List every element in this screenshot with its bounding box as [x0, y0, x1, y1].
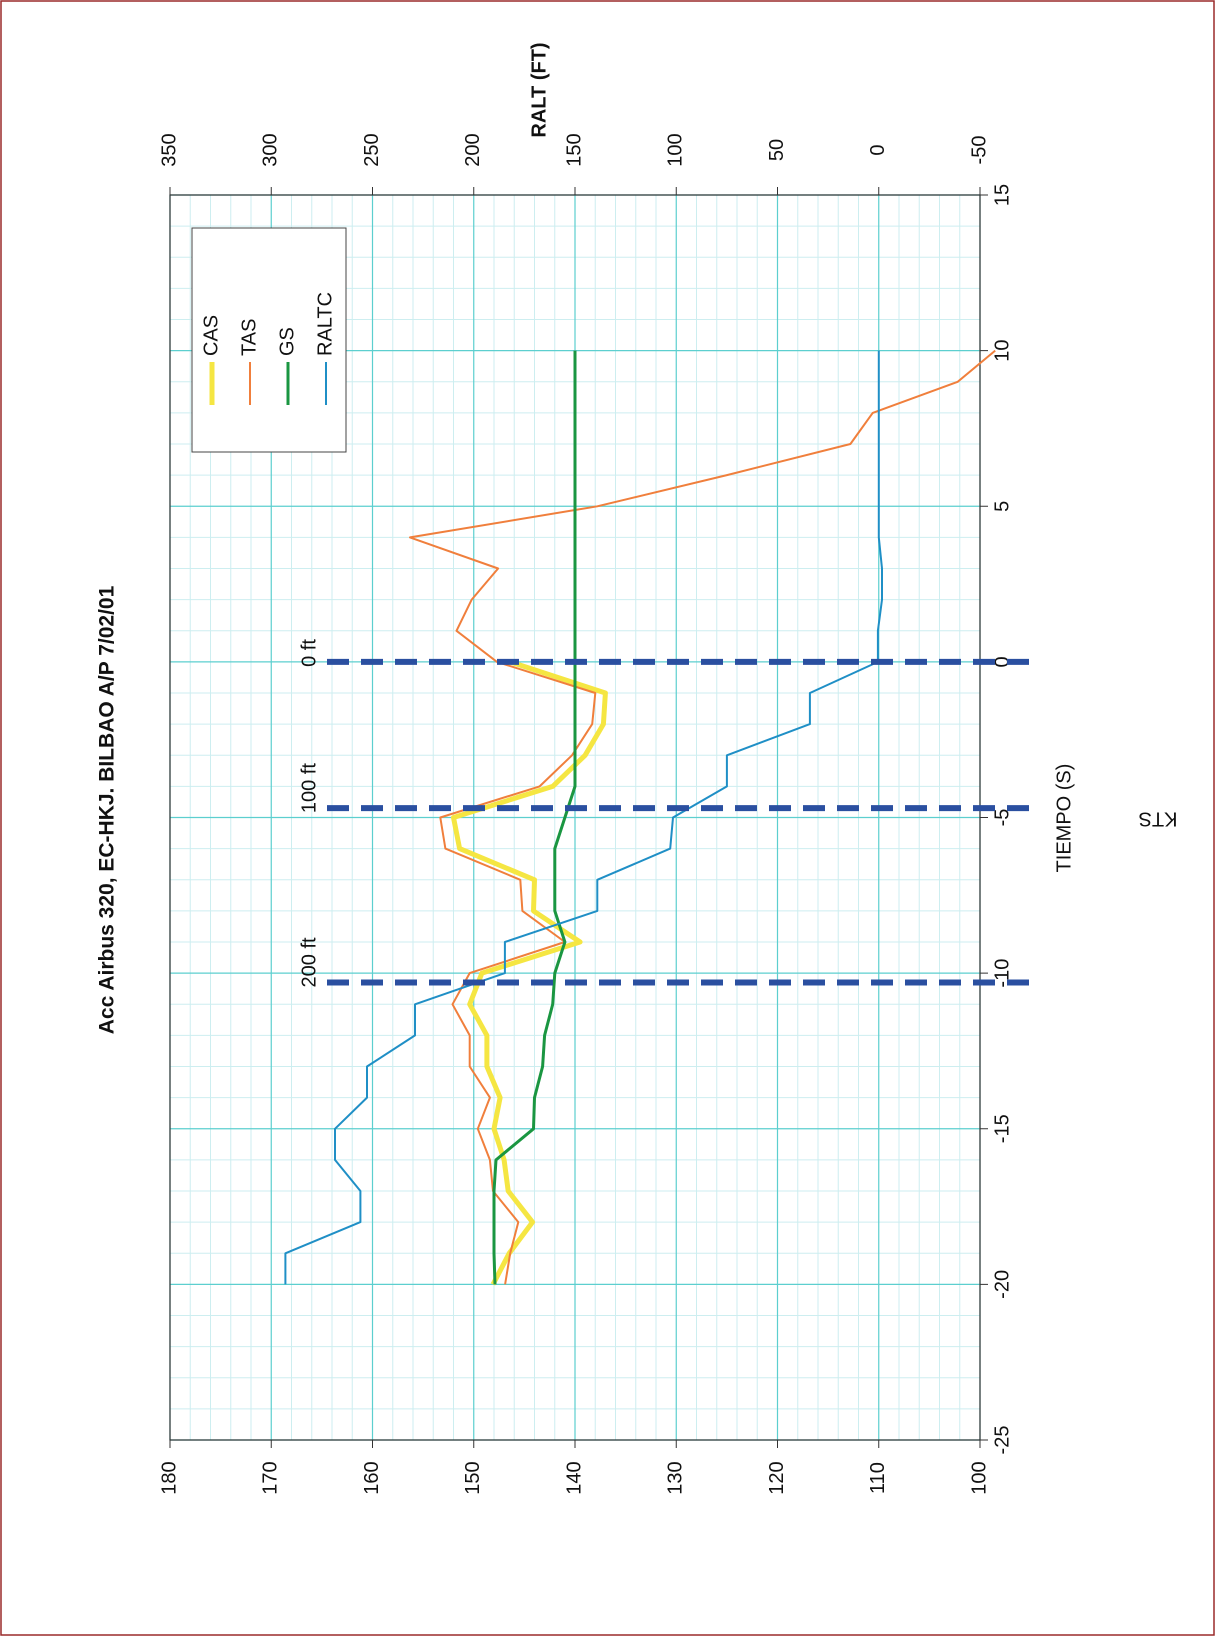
y-tick-label: 140 — [563, 1461, 585, 1494]
legend-label: RALTC — [314, 292, 336, 356]
x-tick-label: 10 — [991, 340, 1013, 362]
legend-label: GS — [276, 327, 298, 356]
legend-label: TAS — [238, 319, 260, 356]
y2-tick-label: 300 — [260, 133, 282, 166]
x-tick-label: -5 — [991, 809, 1013, 827]
y2-tick-label: 200 — [462, 133, 484, 166]
annotation: 0 ft — [298, 639, 320, 667]
x-tick-label: 0 — [991, 656, 1013, 667]
series-line — [409, 349, 996, 1285]
annotation: 100 ft — [298, 763, 320, 813]
y2-tick-label: 350 — [158, 133, 180, 166]
y-tick-label: 160 — [361, 1461, 383, 1494]
y2-tick-label: 100 — [665, 133, 687, 166]
y-tick-label: 100 — [968, 1461, 990, 1494]
y2-tick-label: 150 — [563, 133, 585, 166]
x-axis-label: TIEMPO (S) — [1053, 764, 1075, 873]
x-tick-label: -20 — [991, 1270, 1013, 1299]
y-axis-label: KTS — [1139, 808, 1178, 830]
legend-box — [191, 227, 347, 453]
x-tick-label: 15 — [991, 184, 1013, 206]
y2-tick-label: -50 — [968, 136, 990, 165]
y-tick-label: 170 — [260, 1461, 282, 1494]
series-line — [492, 350, 577, 1285]
series-line — [284, 350, 883, 1285]
legend-label: CAS — [200, 315, 222, 356]
chart-title: Acc Airbus 320, EC-HKJ. BILBAO A/P 7/02/… — [96, 585, 119, 1034]
x-tick-label: -15 — [991, 1114, 1013, 1143]
annotation: 200 ft — [298, 937, 320, 987]
y2-axis-label: RALT (FT) — [528, 42, 550, 137]
y2-tick-label: 250 — [361, 133, 383, 166]
y-tick-label: 120 — [766, 1461, 788, 1494]
x-tick-label: 5 — [991, 501, 1013, 512]
y2-tick-label: 0 — [867, 144, 889, 155]
plot-frame — [169, 194, 981, 1441]
y-tick-label: 180 — [158, 1461, 180, 1494]
x-tick-label: -25 — [991, 1426, 1013, 1455]
y2-tick-label: 50 — [766, 139, 788, 161]
y-tick-label: 110 — [867, 1462, 889, 1494]
y-tick-label: 130 — [665, 1461, 687, 1494]
y-tick-label: 150 — [462, 1461, 484, 1494]
